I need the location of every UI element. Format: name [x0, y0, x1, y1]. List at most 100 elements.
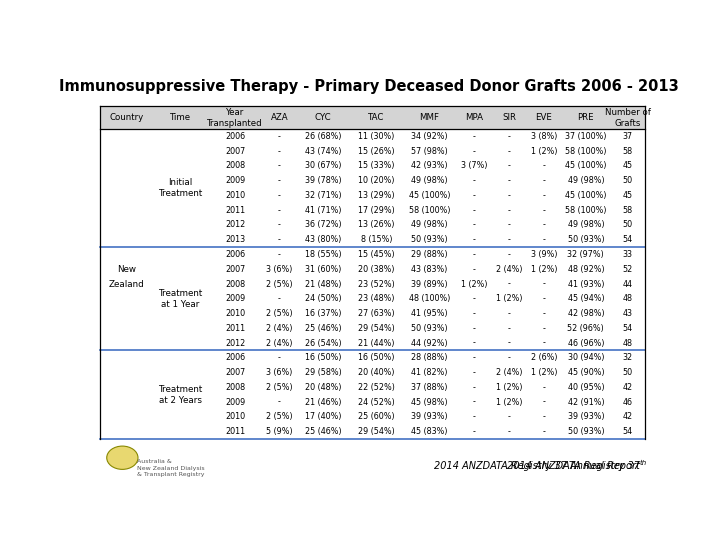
Text: -: -	[543, 427, 546, 436]
Text: 41 (82%): 41 (82%)	[411, 368, 448, 377]
Text: -: -	[472, 191, 475, 200]
Text: 37 (100%): 37 (100%)	[565, 132, 606, 141]
Text: 41 (95%): 41 (95%)	[411, 309, 448, 318]
Text: 2008: 2008	[225, 161, 246, 171]
Text: 2007: 2007	[225, 368, 246, 377]
Text: -: -	[472, 368, 475, 377]
Text: -: -	[278, 132, 281, 141]
Text: 42 (93%): 42 (93%)	[411, 161, 448, 171]
Text: 16 (37%): 16 (37%)	[305, 309, 341, 318]
Text: -: -	[278, 397, 281, 407]
Text: 50 (93%): 50 (93%)	[411, 235, 448, 244]
Text: 15 (33%): 15 (33%)	[358, 161, 395, 171]
Text: 3 (9%): 3 (9%)	[531, 250, 557, 259]
Text: 13 (26%): 13 (26%)	[358, 220, 395, 230]
Text: -: -	[472, 265, 475, 274]
Text: -: -	[508, 176, 510, 185]
Text: -: -	[472, 339, 475, 348]
Text: -: -	[508, 324, 510, 333]
Text: 2014 ANZDATA Registry 37 Annual Report: 2014 ANZDATA Registry 37 Annual Report	[433, 462, 639, 471]
Text: 46: 46	[623, 397, 633, 407]
Circle shape	[107, 446, 138, 469]
Text: CYC: CYC	[315, 113, 331, 122]
Text: 40 (95%): 40 (95%)	[567, 383, 604, 392]
Text: 15 (26%): 15 (26%)	[358, 147, 395, 156]
Text: 24 (50%): 24 (50%)	[305, 294, 341, 303]
Text: 23 (52%): 23 (52%)	[358, 280, 395, 288]
Text: 31 (60%): 31 (60%)	[305, 265, 341, 274]
Text: 21 (46%): 21 (46%)	[305, 397, 341, 407]
Text: 58 (100%): 58 (100%)	[565, 147, 606, 156]
Text: 2 (4%): 2 (4%)	[266, 339, 292, 348]
Text: 29 (58%): 29 (58%)	[305, 368, 341, 377]
Text: 2 (4%): 2 (4%)	[495, 265, 522, 274]
Text: -: -	[472, 147, 475, 156]
Text: 58: 58	[623, 147, 633, 156]
Text: 50: 50	[623, 368, 633, 377]
Text: -: -	[278, 147, 281, 156]
Text: 3 (6%): 3 (6%)	[266, 265, 292, 274]
Text: -: -	[278, 353, 281, 362]
Text: 20 (40%): 20 (40%)	[358, 368, 395, 377]
Text: -: -	[472, 294, 475, 303]
Text: SIR: SIR	[502, 113, 516, 122]
Text: 2014 ANZDATA Registry 37: 2014 ANZDATA Registry 37	[507, 462, 639, 471]
Text: Zealand: Zealand	[109, 280, 145, 288]
Text: -: -	[278, 220, 281, 230]
Text: 57 (98%): 57 (98%)	[411, 147, 448, 156]
Text: 49 (98%): 49 (98%)	[411, 220, 448, 230]
Text: 50 (93%): 50 (93%)	[411, 324, 448, 333]
Text: 1 (2%): 1 (2%)	[531, 265, 557, 274]
Text: 17 (40%): 17 (40%)	[305, 413, 341, 421]
Text: 30 (67%): 30 (67%)	[305, 161, 341, 171]
Text: -: -	[508, 235, 510, 244]
Text: 2006: 2006	[225, 250, 246, 259]
Text: -: -	[508, 250, 510, 259]
Text: 49 (98%): 49 (98%)	[411, 176, 448, 185]
Text: -: -	[472, 383, 475, 392]
Text: TAC: TAC	[368, 113, 384, 122]
Text: 26 (54%): 26 (54%)	[305, 339, 341, 348]
Text: 2 (4%): 2 (4%)	[266, 324, 292, 333]
Text: 45 (83%): 45 (83%)	[411, 427, 448, 436]
Text: 11 (30%): 11 (30%)	[358, 132, 395, 141]
Text: -: -	[472, 413, 475, 421]
Text: 2012: 2012	[225, 220, 246, 230]
Text: 48 (92%): 48 (92%)	[567, 265, 604, 274]
Text: -: -	[508, 161, 510, 171]
Text: 43 (74%): 43 (74%)	[305, 147, 341, 156]
Text: -: -	[278, 294, 281, 303]
Text: 1 (2%): 1 (2%)	[495, 383, 522, 392]
Bar	[100, 106, 645, 129]
Text: Year
Transplanted: Year Transplanted	[207, 107, 263, 128]
Text: 54: 54	[623, 324, 633, 333]
Text: -: -	[508, 191, 510, 200]
Text: MPA: MPA	[465, 113, 483, 122]
Text: -: -	[508, 220, 510, 230]
Text: -: -	[278, 235, 281, 244]
Text: 42 (91%): 42 (91%)	[567, 397, 604, 407]
Text: -: -	[508, 206, 510, 215]
Text: -: -	[472, 206, 475, 215]
Text: 34 (92%): 34 (92%)	[411, 132, 448, 141]
Text: 50: 50	[623, 220, 633, 230]
Text: 54: 54	[623, 427, 633, 436]
Text: 2008: 2008	[225, 280, 246, 288]
Text: 2007: 2007	[225, 265, 246, 274]
Text: -: -	[278, 191, 281, 200]
Text: -: -	[278, 206, 281, 215]
Text: -: -	[472, 132, 475, 141]
Text: EVE: EVE	[536, 113, 552, 122]
Text: 29 (54%): 29 (54%)	[358, 427, 395, 436]
Text: 25 (60%): 25 (60%)	[358, 413, 395, 421]
Text: 21 (48%): 21 (48%)	[305, 280, 341, 288]
Text: -: -	[543, 339, 546, 348]
Text: 37 (88%): 37 (88%)	[411, 383, 448, 392]
Text: 5 (9%): 5 (9%)	[266, 427, 292, 436]
Text: -: -	[472, 309, 475, 318]
Text: 23 (48%): 23 (48%)	[358, 294, 395, 303]
Text: 2011: 2011	[225, 427, 246, 436]
Text: 1 (2%): 1 (2%)	[531, 147, 557, 156]
Text: 2009: 2009	[225, 294, 246, 303]
Text: -: -	[472, 220, 475, 230]
